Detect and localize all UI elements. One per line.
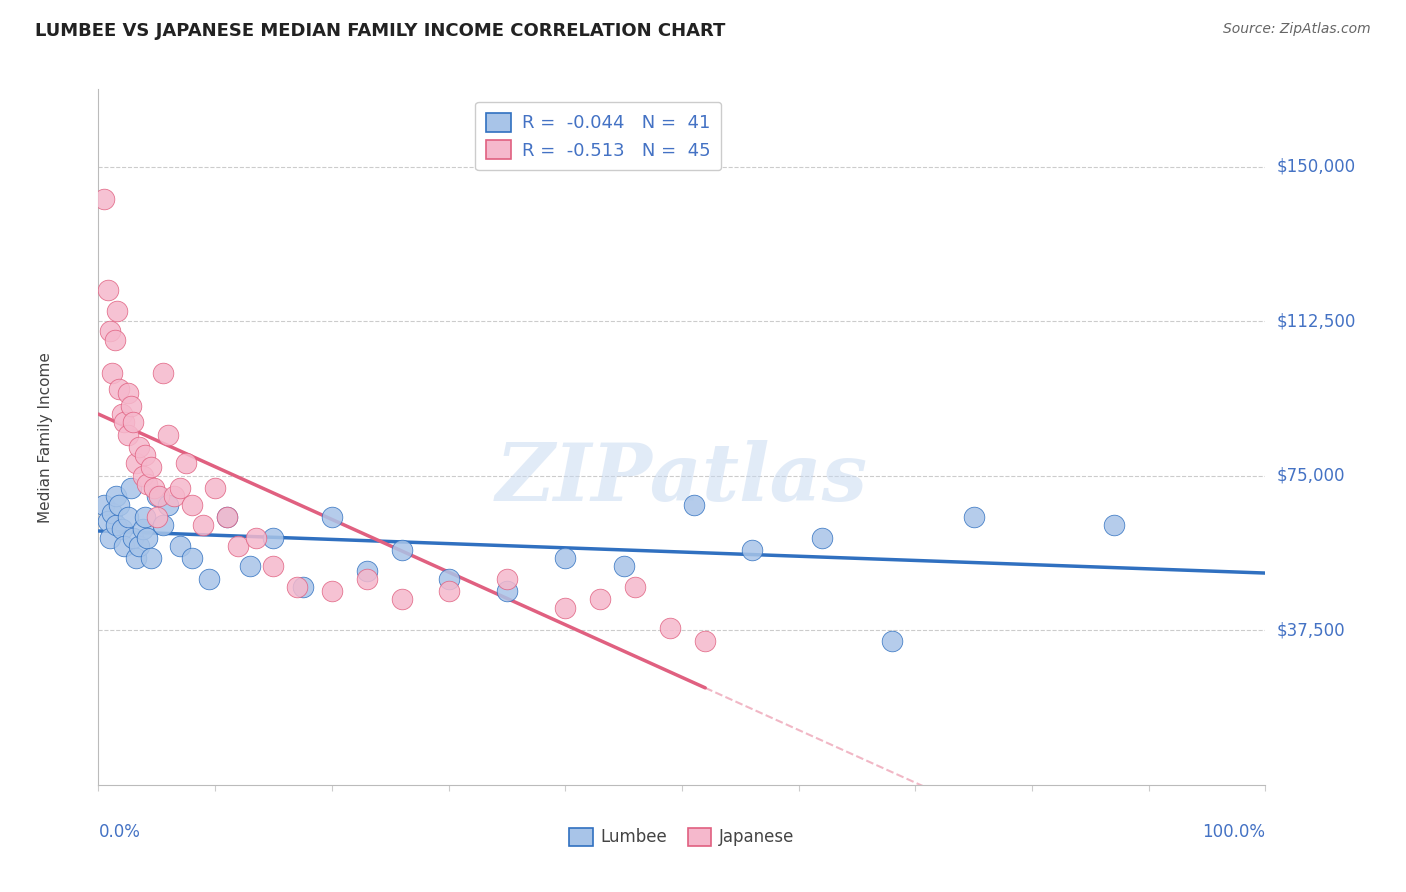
- Point: [1102, 518, 1125, 533]
- Point: [741, 543, 763, 558]
- Point: [880, 633, 903, 648]
- Point: [659, 621, 682, 635]
- Point: [437, 584, 460, 599]
- Point: [437, 572, 460, 586]
- Point: [624, 580, 647, 594]
- Text: $112,500: $112,500: [1277, 312, 1355, 330]
- Point: [291, 580, 314, 594]
- Point: [128, 539, 150, 553]
- Legend: Lumbee, Japanese: Lumbee, Japanese: [562, 822, 801, 853]
- Point: [962, 510, 984, 524]
- Point: [204, 481, 226, 495]
- Point: [125, 456, 148, 470]
- Point: [180, 498, 202, 512]
- Point: [136, 531, 159, 545]
- Point: [108, 382, 131, 396]
- Point: [174, 456, 197, 470]
- Point: [134, 448, 156, 462]
- Point: [128, 440, 150, 454]
- Point: [111, 522, 134, 536]
- Point: [391, 592, 413, 607]
- Text: ZIPatlas: ZIPatlas: [496, 440, 868, 517]
- Point: [101, 366, 124, 380]
- Point: [134, 510, 156, 524]
- Point: [152, 366, 174, 380]
- Point: [108, 498, 131, 512]
- Point: [285, 580, 308, 594]
- Point: [152, 518, 174, 533]
- Point: [111, 407, 134, 421]
- Text: 100.0%: 100.0%: [1202, 823, 1265, 841]
- Point: [101, 506, 124, 520]
- Point: [682, 498, 704, 512]
- Point: [811, 531, 834, 545]
- Point: [157, 427, 180, 442]
- Point: [180, 551, 202, 566]
- Point: [104, 333, 127, 347]
- Point: [112, 539, 135, 553]
- Text: $37,500: $37,500: [1277, 622, 1346, 640]
- Point: [215, 510, 238, 524]
- Point: [104, 489, 127, 503]
- Point: [122, 415, 145, 429]
- Point: [139, 551, 162, 566]
- Text: $150,000: $150,000: [1277, 158, 1355, 176]
- Point: [93, 498, 115, 512]
- Point: [132, 522, 155, 536]
- Point: [112, 415, 135, 429]
- Point: [117, 427, 139, 442]
- Point: [104, 518, 127, 533]
- Point: [228, 539, 250, 553]
- Point: [132, 468, 155, 483]
- Point: [613, 559, 636, 574]
- Point: [139, 460, 162, 475]
- Point: [321, 510, 343, 524]
- Point: [193, 518, 215, 533]
- Point: [93, 193, 115, 207]
- Point: [215, 510, 238, 524]
- Point: [97, 514, 120, 528]
- Point: [496, 584, 519, 599]
- Point: [245, 531, 267, 545]
- Point: [198, 572, 221, 586]
- Text: Median Family Income: Median Family Income: [38, 351, 53, 523]
- Point: [98, 531, 121, 545]
- Text: Source: ZipAtlas.com: Source: ZipAtlas.com: [1223, 22, 1371, 37]
- Point: [97, 283, 120, 297]
- Point: [105, 303, 128, 318]
- Point: [695, 633, 717, 648]
- Point: [391, 543, 413, 558]
- Point: [120, 481, 142, 495]
- Point: [239, 559, 262, 574]
- Point: [146, 510, 169, 524]
- Point: [554, 600, 576, 615]
- Point: [143, 481, 166, 495]
- Point: [98, 325, 121, 339]
- Point: [356, 564, 378, 578]
- Point: [169, 539, 191, 553]
- Text: LUMBEE VS JAPANESE MEDIAN FAMILY INCOME CORRELATION CHART: LUMBEE VS JAPANESE MEDIAN FAMILY INCOME …: [35, 22, 725, 40]
- Point: [120, 399, 142, 413]
- Point: [136, 477, 159, 491]
- Point: [262, 559, 284, 574]
- Point: [496, 572, 519, 586]
- Point: [117, 510, 139, 524]
- Point: [117, 386, 139, 401]
- Point: [589, 592, 612, 607]
- Point: [122, 531, 145, 545]
- Text: 0.0%: 0.0%: [98, 823, 141, 841]
- Point: [554, 551, 576, 566]
- Point: [262, 531, 284, 545]
- Point: [169, 481, 191, 495]
- Point: [125, 551, 148, 566]
- Point: [163, 489, 186, 503]
- Point: [148, 489, 170, 503]
- Text: $75,000: $75,000: [1277, 467, 1346, 484]
- Point: [146, 489, 169, 503]
- Point: [157, 498, 180, 512]
- Point: [356, 572, 378, 586]
- Point: [321, 584, 343, 599]
